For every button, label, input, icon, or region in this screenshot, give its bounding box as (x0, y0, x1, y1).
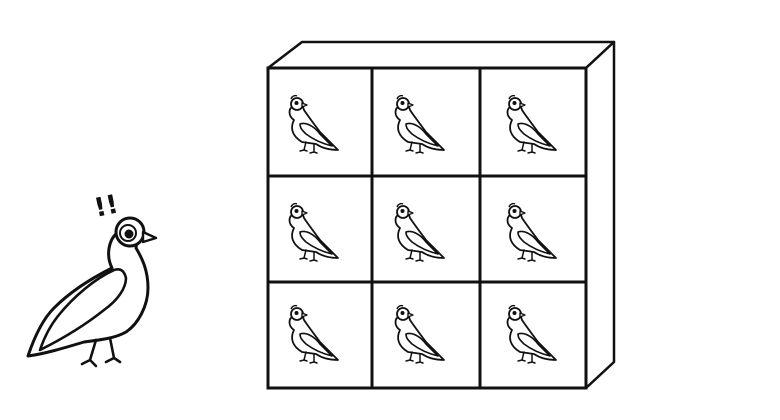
pigeonhole-box (266, 40, 616, 390)
box-side-face (584, 40, 616, 390)
observer-pigeon-icon: !! (26, 190, 158, 368)
box-top-face (266, 40, 616, 70)
exclamation-marks: !! (92, 190, 121, 224)
